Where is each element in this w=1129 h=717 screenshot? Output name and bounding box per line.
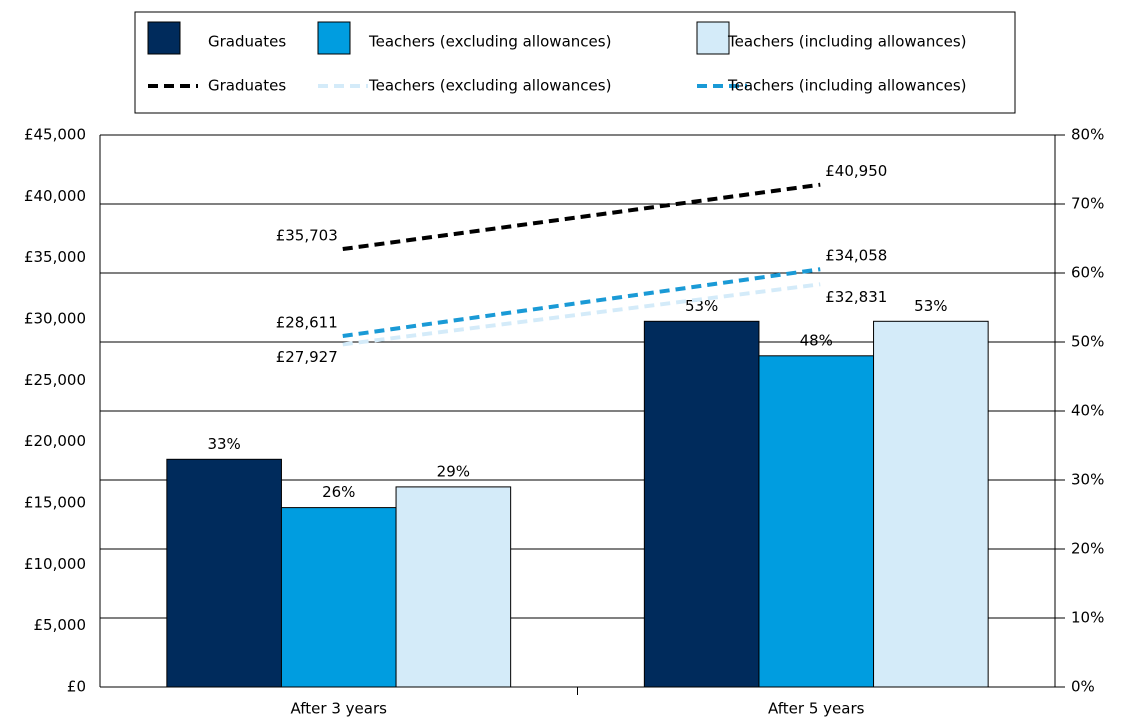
line xyxy=(342,282,821,347)
y-tick-label: £45,000 xyxy=(24,126,86,144)
legend-label: Teachers (including allowances) xyxy=(727,33,967,51)
y-tick-label: £0 xyxy=(67,678,86,696)
legend-label: Teachers (excluding allowances) xyxy=(368,33,611,51)
y2-tick-label: 30% xyxy=(1071,471,1104,489)
y-tick-label: £40,000 xyxy=(24,187,86,205)
line-value-label: £40,950 xyxy=(825,162,887,180)
line xyxy=(342,182,821,252)
line-value-label: £34,058 xyxy=(825,247,887,265)
bar-value-label: 48% xyxy=(800,331,833,349)
y2-tick-label: 10% xyxy=(1071,609,1104,627)
legend-swatch xyxy=(317,21,351,55)
bar xyxy=(395,486,512,688)
legend-label: Graduates xyxy=(208,33,286,51)
bar-value-label: 33% xyxy=(207,435,240,453)
legend-swatch xyxy=(696,21,730,55)
bar xyxy=(280,507,397,688)
x-tick-label: After 5 years xyxy=(768,700,865,717)
bar xyxy=(643,320,760,688)
y2-tick-label: 50% xyxy=(1071,333,1104,351)
y-tick-label: £20,000 xyxy=(24,432,86,450)
y2-tick-label: 60% xyxy=(1071,264,1104,282)
line xyxy=(342,267,821,339)
line-value-label: £35,703 xyxy=(276,227,338,245)
y2-tick-label: 40% xyxy=(1071,402,1104,420)
legend-label: Teachers (excluding allowances) xyxy=(368,77,611,95)
y-tick-label: £5,000 xyxy=(34,616,87,634)
y-tick-label: £10,000 xyxy=(24,555,86,573)
bar xyxy=(166,458,282,688)
y-tick-label: £15,000 xyxy=(24,494,86,512)
y2-tick-label: 20% xyxy=(1071,540,1104,558)
bar xyxy=(758,355,875,688)
legend-label: Teachers (including allowances) xyxy=(727,77,967,95)
y-tick-label: £30,000 xyxy=(24,310,86,328)
legend-label: Graduates xyxy=(208,77,286,95)
legend-swatch xyxy=(147,21,181,55)
y2-tick-label: 80% xyxy=(1071,126,1104,144)
y2-tick-label: 70% xyxy=(1071,195,1104,213)
bar-value-label: 26% xyxy=(322,483,355,501)
bar xyxy=(873,320,989,688)
bar-value-label: 53% xyxy=(914,297,947,315)
line-value-label: £27,927 xyxy=(276,348,338,366)
x-tick-label: After 3 years xyxy=(291,700,388,717)
y-tick-label: £25,000 xyxy=(24,371,86,389)
legend-box xyxy=(134,11,1016,114)
line-value-label: £28,611 xyxy=(276,314,338,332)
y-tick-label: £35,000 xyxy=(24,248,86,266)
line-value-label: £32,831 xyxy=(825,288,887,306)
bar-value-label: 29% xyxy=(437,462,470,480)
y2-tick-label: 0% xyxy=(1071,678,1095,696)
